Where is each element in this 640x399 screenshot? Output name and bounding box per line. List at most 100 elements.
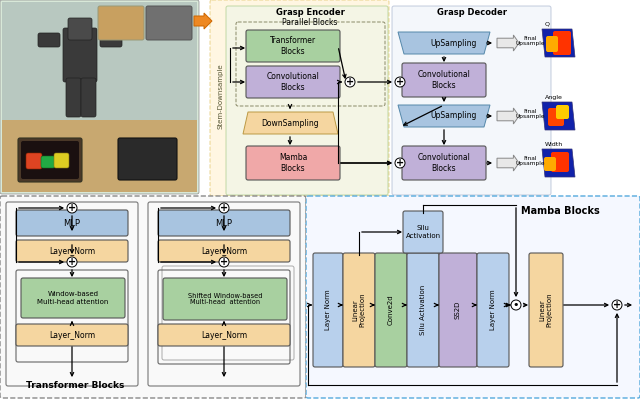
FancyBboxPatch shape — [21, 141, 79, 179]
Text: Layer_Norm: Layer_Norm — [49, 247, 95, 255]
Text: Grasp Decoder: Grasp Decoder — [437, 8, 507, 17]
Text: UpSampling: UpSampling — [431, 38, 477, 47]
Circle shape — [395, 158, 405, 168]
FancyBboxPatch shape — [38, 33, 60, 47]
Polygon shape — [194, 13, 212, 29]
FancyBboxPatch shape — [100, 33, 122, 47]
Text: Linear
Projection: Linear Projection — [353, 293, 365, 327]
FancyBboxPatch shape — [403, 211, 443, 253]
Text: Mamba
Blocks: Mamba Blocks — [279, 153, 307, 173]
Text: Transformer
Blocks: Transformer Blocks — [270, 36, 316, 56]
Polygon shape — [2, 2, 197, 120]
Circle shape — [67, 257, 77, 267]
Text: SS2D: SS2D — [455, 301, 461, 319]
Text: +: + — [68, 203, 76, 213]
Text: Layer Norm: Layer Norm — [490, 290, 496, 330]
Polygon shape — [542, 29, 575, 57]
Text: Final
Upsample: Final Upsample — [515, 36, 545, 46]
Text: +: + — [396, 158, 404, 168]
Polygon shape — [497, 155, 519, 171]
Polygon shape — [398, 32, 490, 54]
FancyBboxPatch shape — [54, 153, 69, 168]
Text: Shifted Window-based
Multi-head  attention: Shifted Window-based Multi-head attentio… — [188, 292, 262, 306]
FancyBboxPatch shape — [98, 6, 144, 40]
Text: Parallel Blocks: Parallel Blocks — [282, 18, 338, 27]
FancyBboxPatch shape — [313, 253, 343, 367]
FancyBboxPatch shape — [556, 105, 569, 119]
FancyBboxPatch shape — [392, 6, 551, 195]
FancyBboxPatch shape — [63, 28, 97, 82]
Text: Layer_Norm: Layer_Norm — [201, 330, 247, 340]
Text: MLP: MLP — [216, 219, 232, 227]
Text: DownSampling: DownSampling — [261, 119, 319, 128]
Circle shape — [612, 300, 622, 310]
FancyBboxPatch shape — [16, 240, 128, 262]
Text: Convolutional
Blocks: Convolutional Blocks — [417, 153, 470, 173]
Text: Width: Width — [545, 142, 563, 147]
Circle shape — [219, 257, 229, 267]
FancyBboxPatch shape — [163, 278, 287, 320]
Text: Convolutional
Blocks: Convolutional Blocks — [417, 70, 470, 90]
FancyBboxPatch shape — [0, 0, 199, 194]
FancyBboxPatch shape — [246, 30, 340, 62]
FancyBboxPatch shape — [551, 152, 569, 172]
FancyBboxPatch shape — [0, 196, 306, 398]
Text: Conve2d: Conve2d — [388, 295, 394, 325]
FancyBboxPatch shape — [529, 253, 563, 367]
Text: Stem-Downsample: Stem-Downsample — [217, 63, 223, 129]
Text: Layer_Norm: Layer_Norm — [49, 330, 95, 340]
FancyBboxPatch shape — [26, 153, 42, 169]
FancyBboxPatch shape — [439, 253, 477, 367]
Text: +: + — [220, 257, 228, 267]
Text: Silu Activation: Silu Activation — [420, 285, 426, 335]
Polygon shape — [497, 108, 519, 124]
FancyBboxPatch shape — [16, 324, 128, 346]
Text: +: + — [220, 203, 228, 213]
Text: Final
Upsample: Final Upsample — [515, 156, 545, 166]
Text: +: + — [68, 257, 76, 267]
Circle shape — [395, 77, 405, 87]
FancyBboxPatch shape — [81, 78, 96, 117]
Polygon shape — [497, 35, 519, 51]
FancyBboxPatch shape — [477, 253, 509, 367]
Text: Layer Norm: Layer Norm — [325, 290, 331, 330]
Text: Silu
Activation: Silu Activation — [405, 225, 440, 239]
Text: Mamba Blocks: Mamba Blocks — [520, 206, 600, 216]
Circle shape — [511, 300, 521, 310]
Text: Convolutional
Blocks: Convolutional Blocks — [267, 72, 319, 92]
Polygon shape — [542, 149, 575, 177]
FancyBboxPatch shape — [246, 146, 340, 180]
Text: Final
Upsample: Final Upsample — [515, 109, 545, 119]
Text: UpSampling: UpSampling — [431, 111, 477, 120]
FancyBboxPatch shape — [306, 196, 640, 398]
Text: MLP: MLP — [63, 219, 81, 227]
Polygon shape — [398, 105, 490, 127]
FancyBboxPatch shape — [402, 146, 486, 180]
Text: Layer_Norm: Layer_Norm — [201, 247, 247, 255]
Text: Grasp Encoder: Grasp Encoder — [276, 8, 344, 17]
FancyBboxPatch shape — [546, 36, 558, 52]
Circle shape — [67, 203, 77, 213]
Text: Q: Q — [545, 22, 550, 27]
FancyBboxPatch shape — [66, 78, 81, 117]
FancyBboxPatch shape — [158, 240, 290, 262]
FancyBboxPatch shape — [375, 253, 407, 367]
Polygon shape — [243, 112, 338, 134]
Text: Linear
Projection: Linear Projection — [540, 293, 552, 327]
FancyBboxPatch shape — [146, 6, 192, 40]
FancyBboxPatch shape — [226, 6, 388, 195]
Text: Window-based
Multi-head attention: Window-based Multi-head attention — [37, 292, 109, 304]
FancyBboxPatch shape — [246, 66, 340, 98]
FancyBboxPatch shape — [407, 253, 439, 367]
FancyBboxPatch shape — [21, 278, 125, 318]
FancyBboxPatch shape — [553, 31, 571, 55]
FancyBboxPatch shape — [210, 0, 389, 196]
FancyBboxPatch shape — [41, 156, 55, 168]
Text: +: + — [396, 77, 404, 87]
Text: •: • — [513, 300, 519, 310]
Circle shape — [345, 77, 355, 87]
FancyBboxPatch shape — [158, 210, 290, 236]
Polygon shape — [542, 102, 575, 130]
FancyBboxPatch shape — [544, 157, 556, 171]
FancyBboxPatch shape — [18, 138, 82, 182]
